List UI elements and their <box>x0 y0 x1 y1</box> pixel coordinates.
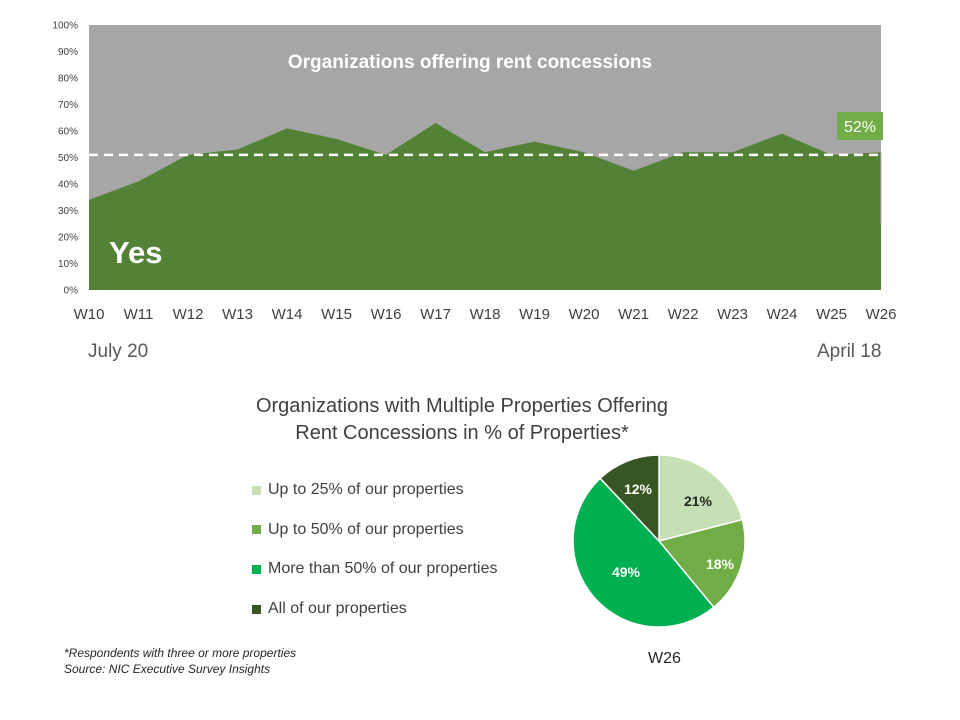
y-tick-label: 0% <box>64 286 79 297</box>
pie-slice <box>658 454 744 542</box>
pie-chart-title: Organizations with Multiple Properties O… <box>200 393 724 447</box>
area-chart: 0% 10% 20% 30% 40% 50% 60% 70% 80% 90% 100% W10 W11… <box>52 21 897 324</box>
timeline-end-label: April 18 <box>817 341 882 362</box>
pie-slice <box>572 477 715 628</box>
pie-slice-label: 18% <box>706 556 735 572</box>
y-tick-label: 30% <box>58 206 78 217</box>
footnote: *Respondents with three or more properti… <box>64 645 296 677</box>
y-tick-label: 100% <box>52 21 78 32</box>
legend-swatch <box>252 485 261 495</box>
x-tick-label: W21 <box>618 306 649 323</box>
x-tick-label: W13 <box>222 306 253 323</box>
timeline-start-label: July 20 <box>88 341 149 362</box>
x-tick-label: W15 <box>321 306 352 323</box>
y-tick-label: 50% <box>58 153 78 164</box>
x-tick-label: W22 <box>668 306 699 323</box>
pie-slice-label: 49% <box>612 564 641 580</box>
callout-badge <box>837 112 883 140</box>
x-tick-label: W23 <box>717 306 748 323</box>
callout-value: 52% <box>844 119 876 136</box>
x-tick-label: W16 <box>371 306 402 323</box>
x-axis-ticks: W10 W11 W12 W13 W14 W15 W16 W17 W18 W19 W20 W21 W22 W… <box>74 306 897 323</box>
yes-series-label: Yes <box>109 235 162 270</box>
area-chart-title: Organizations offering rent concessions <box>288 52 652 73</box>
footnote-source: Source: NIC Executive Survey Insights <box>64 662 271 676</box>
y-tick-label: 90% <box>58 47 78 58</box>
area-series-yes <box>89 123 881 290</box>
x-tick-label: W14 <box>272 306 303 323</box>
pie-title-line-2: Rent Concessions in % of Properties* <box>295 422 629 444</box>
x-tick-label: W11 <box>124 306 154 323</box>
y-tick-label: 60% <box>58 127 78 138</box>
legend-label: All of our properties <box>268 600 407 618</box>
footnote-respondents: *Respondents with three or more properti… <box>64 646 297 660</box>
legend-item: More than 50% of our properties <box>252 559 497 579</box>
y-tick-label: 80% <box>58 74 78 85</box>
pie-slice <box>599 454 660 543</box>
y-tick-label: 10% <box>58 259 78 270</box>
pie-legend: Up to 25% of our properties Up to 50% of… <box>252 480 497 639</box>
legend-label: Up to 25% of our properties <box>268 481 464 498</box>
legend-swatch <box>252 525 261 535</box>
pie-title-line-1: Organizations with Multiple Properties O… <box>255 395 669 417</box>
x-tick-label: W18 <box>470 306 501 323</box>
legend-item: Up to 25% of our properties <box>252 480 497 500</box>
y-axis-ticks: 0% 10% 20% 30% 40% 50% 60% 70% 80% 90% 100% <box>52 21 78 297</box>
legend-item: Up to 50% of our properties <box>252 520 497 540</box>
legend-item: All of our properties <box>252 599 497 619</box>
pie-slice-label: 12% <box>624 481 653 497</box>
pie-chart: 21% 18% 49% 12% <box>572 454 746 628</box>
legend-swatch <box>252 604 261 614</box>
x-tick-label: W24 <box>767 306 798 323</box>
x-tick-label: W19 <box>519 306 550 323</box>
x-tick-label: W20 <box>569 306 600 323</box>
y-tick-label: 70% <box>58 100 78 111</box>
x-tick-label: W25 <box>816 306 847 323</box>
x-tick-label: W10 <box>74 306 105 323</box>
pie-caption: W26 <box>648 650 681 667</box>
y-tick-label: 20% <box>58 233 78 244</box>
y-tick-label: 40% <box>58 180 78 191</box>
pie-slice <box>657 518 746 609</box>
legend-swatch <box>252 564 261 574</box>
x-tick-label: W17 <box>420 306 451 323</box>
legend-label: Up to 50% of our properties <box>268 520 464 538</box>
x-tick-label: W12 <box>173 306 204 323</box>
legend-label: More than 50% of our properties <box>268 560 498 578</box>
x-tick-label: W26 <box>866 306 897 323</box>
pie-slice-label: 21% <box>684 493 713 509</box>
